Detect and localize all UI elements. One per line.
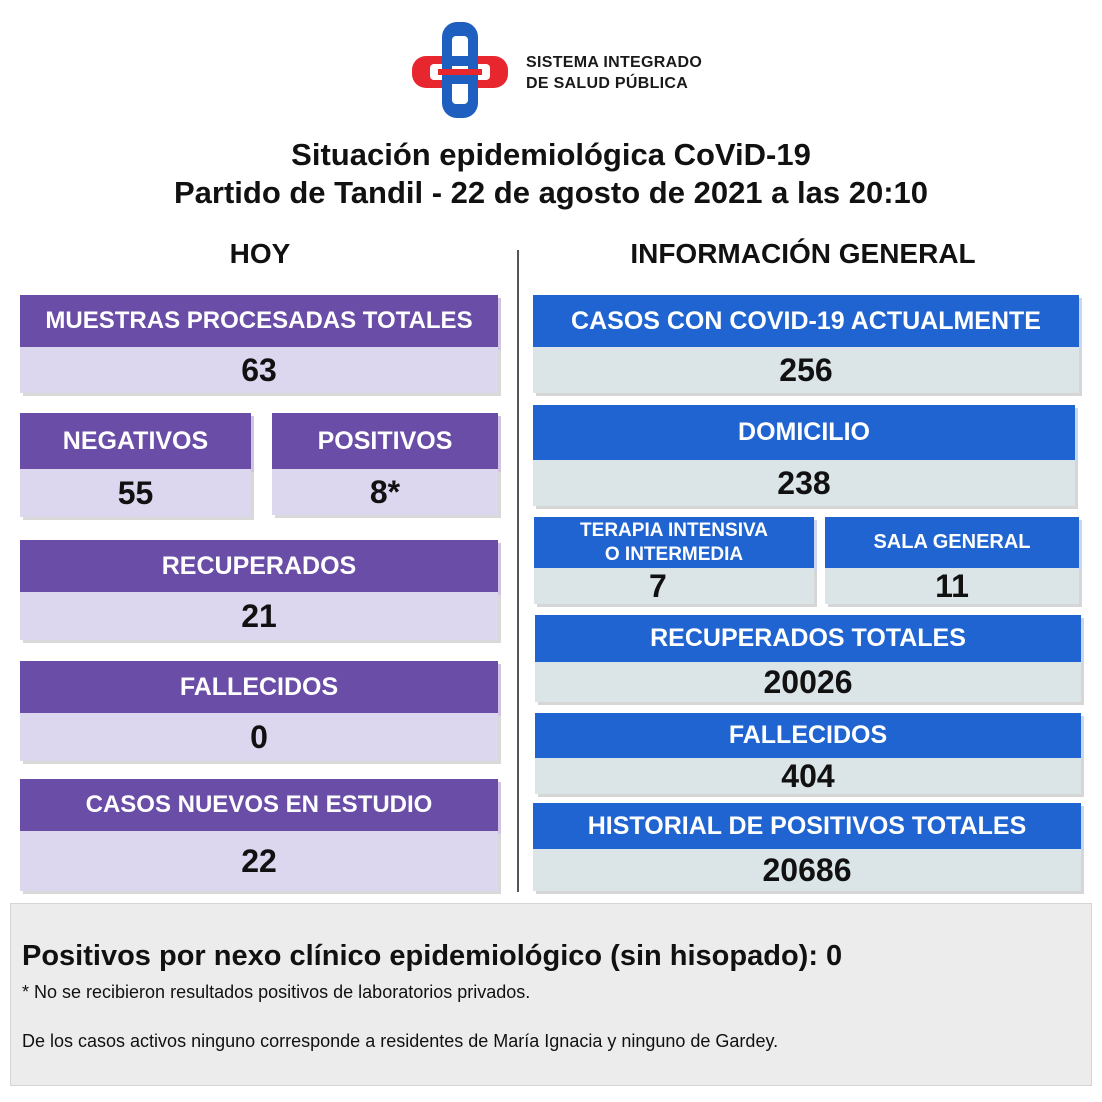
logo-text: SISTEMA INTEGRADO DE SALUD PÚBLICA <box>526 52 702 94</box>
hoy-heading: HOY <box>229 238 291 269</box>
footer-note-1: * No se recibieron resultados positivos … <box>22 982 531 1002</box>
muestras-header: MUESTRAS PROCESADAS TOTALES <box>20 295 498 347</box>
footer-note-2: De los casos activos ninguno corresponde… <box>22 1031 779 1051</box>
casos-actuales-header: CASOS CON COVID-19 ACTUALMENTE <box>533 295 1079 347</box>
casos-actuales-value: 256 <box>533 347 1079 393</box>
terapia-label-line-2: O INTERMEDIA <box>604 543 744 565</box>
general-heading: INFORMACIÓN GENERAL <box>630 238 976 269</box>
page-title: Situación epidemiológica CoViD-19 <box>291 137 811 172</box>
recuperados-value: 21 <box>20 592 498 640</box>
domicilio-header: DOMICILIO <box>533 405 1075 460</box>
logo-line-2: DE SALUD PÚBLICA <box>526 75 689 92</box>
footer-box <box>10 903 1092 1086</box>
recuperados-header: RECUPERADOS <box>20 540 498 592</box>
sala-general-value: 11 <box>825 568 1079 604</box>
negativos-value: 55 <box>20 469 251 517</box>
sistema-salud-logo-icon <box>412 22 508 118</box>
fallecidos-hoy-value: 0 <box>20 713 498 761</box>
historial-header: HISTORIAL DE POSITIVOS TOTALES <box>533 803 1081 849</box>
sala-general-header: SALA GENERAL <box>825 517 1079 568</box>
positivos-header: POSITIVOS <box>272 413 498 469</box>
page-subtitle: Partido de Tandil - 22 de agosto de 2021… <box>173 175 929 210</box>
muestras-value: 63 <box>20 347 498 393</box>
terapia-header: TERAPIA INTENSIVA O INTERMEDIA <box>534 517 814 568</box>
logo-line-1: SISTEMA INTEGRADO <box>526 54 703 71</box>
positivos-value: 8* <box>272 469 498 515</box>
recuperados-totales-header: RECUPERADOS TOTALES <box>535 615 1081 662</box>
domicilio-value: 238 <box>533 460 1075 506</box>
negativos-header: NEGATIVOS <box>20 413 251 469</box>
historial-value: 20686 <box>533 849 1081 891</box>
casos-nuevos-header: CASOS NUEVOS EN ESTUDIO <box>20 779 498 831</box>
terapia-label-line-1: TERAPIA INTENSIVA <box>580 519 768 541</box>
fallecidos-totales-value: 404 <box>535 758 1081 794</box>
fallecidos-totales-header: FALLECIDOS <box>535 713 1081 758</box>
casos-nuevos-value: 22 <box>20 831 498 891</box>
recuperados-totales-value: 20026 <box>535 662 1081 702</box>
footer-main-text: Positivos por nexo clínico epidemiológic… <box>22 940 843 972</box>
terapia-value: 7 <box>534 568 814 604</box>
column-divider <box>517 250 519 892</box>
fallecidos-hoy-header: FALLECIDOS <box>20 661 498 713</box>
